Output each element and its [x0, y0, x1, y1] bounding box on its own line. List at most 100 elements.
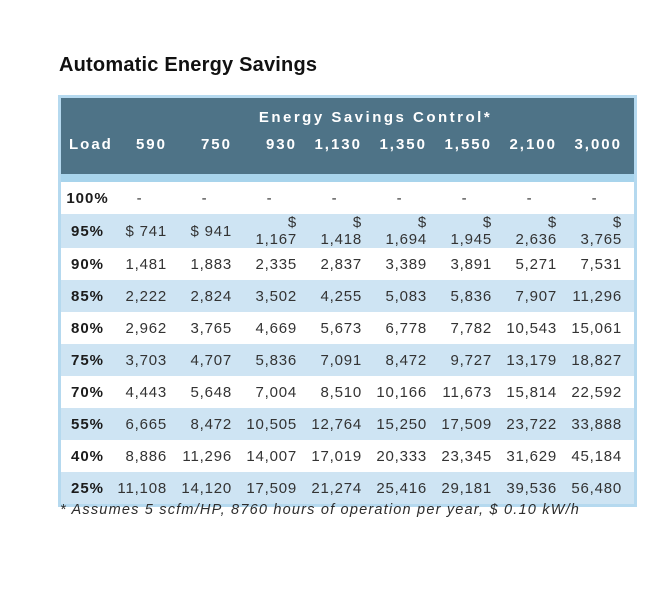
value-cell: 11,296	[572, 287, 622, 305]
table-row: 85% 2,222 2,824 3,502 4,255 5,083 5,836 7,907 11…	[61, 280, 634, 312]
value-cell: 17,019	[311, 447, 362, 465]
col-header-load: Load	[61, 136, 114, 174]
value-cell: 8,886	[125, 447, 167, 465]
value-cell: -	[526, 189, 533, 207]
load-cell: 90%	[70, 255, 105, 273]
value-cell: 18,827	[571, 351, 622, 369]
value-cell: 2,222	[125, 287, 167, 305]
value-cell: 23,722	[506, 415, 557, 433]
load-cell: 75%	[70, 351, 105, 369]
value-cell: -	[396, 189, 403, 207]
col-header-750: 750	[179, 136, 244, 174]
table-row: 25% 11,108 14,120 17,509 21,274 25,416 29,181 3…	[61, 472, 634, 504]
value-cell: 3,389	[385, 255, 427, 273]
savings-table: Energy Savings Control* Load 590 750 930 1,1…	[61, 98, 634, 504]
value-cell: 22,592	[571, 383, 622, 401]
value-cell: $ 1,694	[385, 214, 427, 248]
value-cell: $ 1,167	[255, 214, 297, 248]
load-cell: 100%	[66, 189, 109, 207]
value-cell: 4,443	[125, 383, 167, 401]
col-header-3000: 3,000	[569, 136, 634, 174]
value-cell: 2,837	[320, 255, 362, 273]
value-cell: -	[461, 189, 468, 207]
table-row: 100% - - - - - - - -	[61, 182, 634, 214]
load-cell: 40%	[70, 447, 105, 465]
value-cell: 15,250	[376, 415, 427, 433]
group-header: Energy Savings Control*	[61, 98, 634, 136]
value-cell: 25,416	[376, 479, 427, 497]
value-cell: -	[591, 189, 598, 207]
table-row: 40% 8,886 11,296 14,007 17,019 20,333 23,345 31…	[61, 440, 634, 472]
value-cell: 8,472	[385, 351, 427, 369]
table-body: 100% - - - - - - - - 95% $ 741 $ 941 $ 1,167 $ 1,418 $…	[61, 182, 634, 504]
header-separator	[61, 174, 634, 182]
value-cell: 7,907	[515, 287, 557, 305]
value-cell: 6,778	[385, 319, 427, 337]
value-cell: 7,531	[580, 255, 622, 273]
value-cell: 3,891	[450, 255, 492, 273]
column-header-row: Load 590 750 930 1,130 1,350 1,550 2,100 3,000	[61, 136, 634, 174]
value-cell: 11,673	[442, 383, 492, 401]
value-cell: 2,824	[190, 287, 232, 305]
value-cell: 33,888	[571, 415, 622, 433]
value-cell: -	[136, 189, 143, 207]
value-cell: 5,836	[255, 351, 297, 369]
load-cell: 25%	[70, 479, 105, 497]
value-cell: 4,707	[190, 351, 232, 369]
value-cell: 4,255	[320, 287, 362, 305]
load-cell: 95%	[70, 222, 105, 240]
value-cell: -	[201, 189, 208, 207]
value-cell: -	[331, 189, 338, 207]
value-cell: 10,166	[376, 383, 427, 401]
value-cell: 14,120	[181, 479, 232, 497]
value-cell: 10,505	[246, 415, 297, 433]
value-cell: 39,536	[506, 479, 557, 497]
value-cell: 10,543	[506, 319, 557, 337]
value-cell: $ 3,765	[580, 214, 622, 248]
value-cell: 6,665	[125, 415, 167, 433]
value-cell: -	[266, 189, 273, 207]
value-cell: 20,333	[376, 447, 427, 465]
value-cell: 7,782	[450, 319, 492, 337]
value-cell: 3,502	[255, 287, 297, 305]
value-cell: 56,480	[571, 479, 622, 497]
table-row: 90% 1,481 1,883 2,335 2,837 3,389 3,891 5,271 7,…	[61, 248, 634, 280]
value-cell: 31,629	[506, 447, 557, 465]
value-cell: 17,509	[246, 479, 297, 497]
col-header-930: 930	[244, 136, 309, 174]
header-separator-row	[61, 174, 634, 182]
col-header-1130: 1,130	[309, 136, 374, 174]
value-cell: 5,836	[450, 287, 492, 305]
value-cell: 5,648	[190, 383, 232, 401]
value-cell: 13,179	[506, 351, 557, 369]
load-cell: 55%	[70, 415, 105, 433]
col-header-590: 590	[114, 136, 179, 174]
value-cell: 5,673	[320, 319, 362, 337]
value-cell: 2,335	[255, 255, 297, 273]
value-cell: 1,883	[190, 255, 232, 273]
value-cell: 29,181	[441, 479, 492, 497]
col-header-2100: 2,100	[504, 136, 569, 174]
value-cell: 11,296	[182, 447, 232, 465]
table-row: 75% 3,703 4,707 5,836 7,091 8,472 9,727 13,179 1…	[61, 344, 634, 376]
value-cell: 17,509	[441, 415, 492, 433]
col-header-1350: 1,350	[374, 136, 439, 174]
value-cell: $ 941	[190, 222, 232, 240]
value-cell: 11,108	[117, 479, 167, 497]
value-cell: 5,271	[515, 255, 557, 273]
table-row: 55% 6,665 8,472 10,505 12,764 15,250 17,509 23,…	[61, 408, 634, 440]
footnote: * Assumes 5 scfm/HP, 8760 hours of opera…	[60, 502, 581, 518]
value-cell: 8,472	[190, 415, 232, 433]
value-cell: 23,345	[441, 447, 492, 465]
value-cell: $ 741	[125, 222, 167, 240]
energy-savings-table: Energy Savings Control* Load 590 750 930 1,1…	[58, 95, 637, 507]
load-cell: 70%	[70, 383, 105, 401]
value-cell: 3,765	[190, 319, 232, 337]
value-cell: 15,061	[571, 319, 622, 337]
col-header-1550: 1,550	[439, 136, 504, 174]
value-cell: 3,703	[125, 351, 167, 369]
load-cell: 85%	[70, 287, 105, 305]
value-cell: $ 2,636	[515, 214, 557, 248]
value-cell: 1,481	[125, 255, 167, 273]
table-row: 80% 2,962 3,765 4,669 5,673 6,778 7,782 10,543 1…	[61, 312, 634, 344]
